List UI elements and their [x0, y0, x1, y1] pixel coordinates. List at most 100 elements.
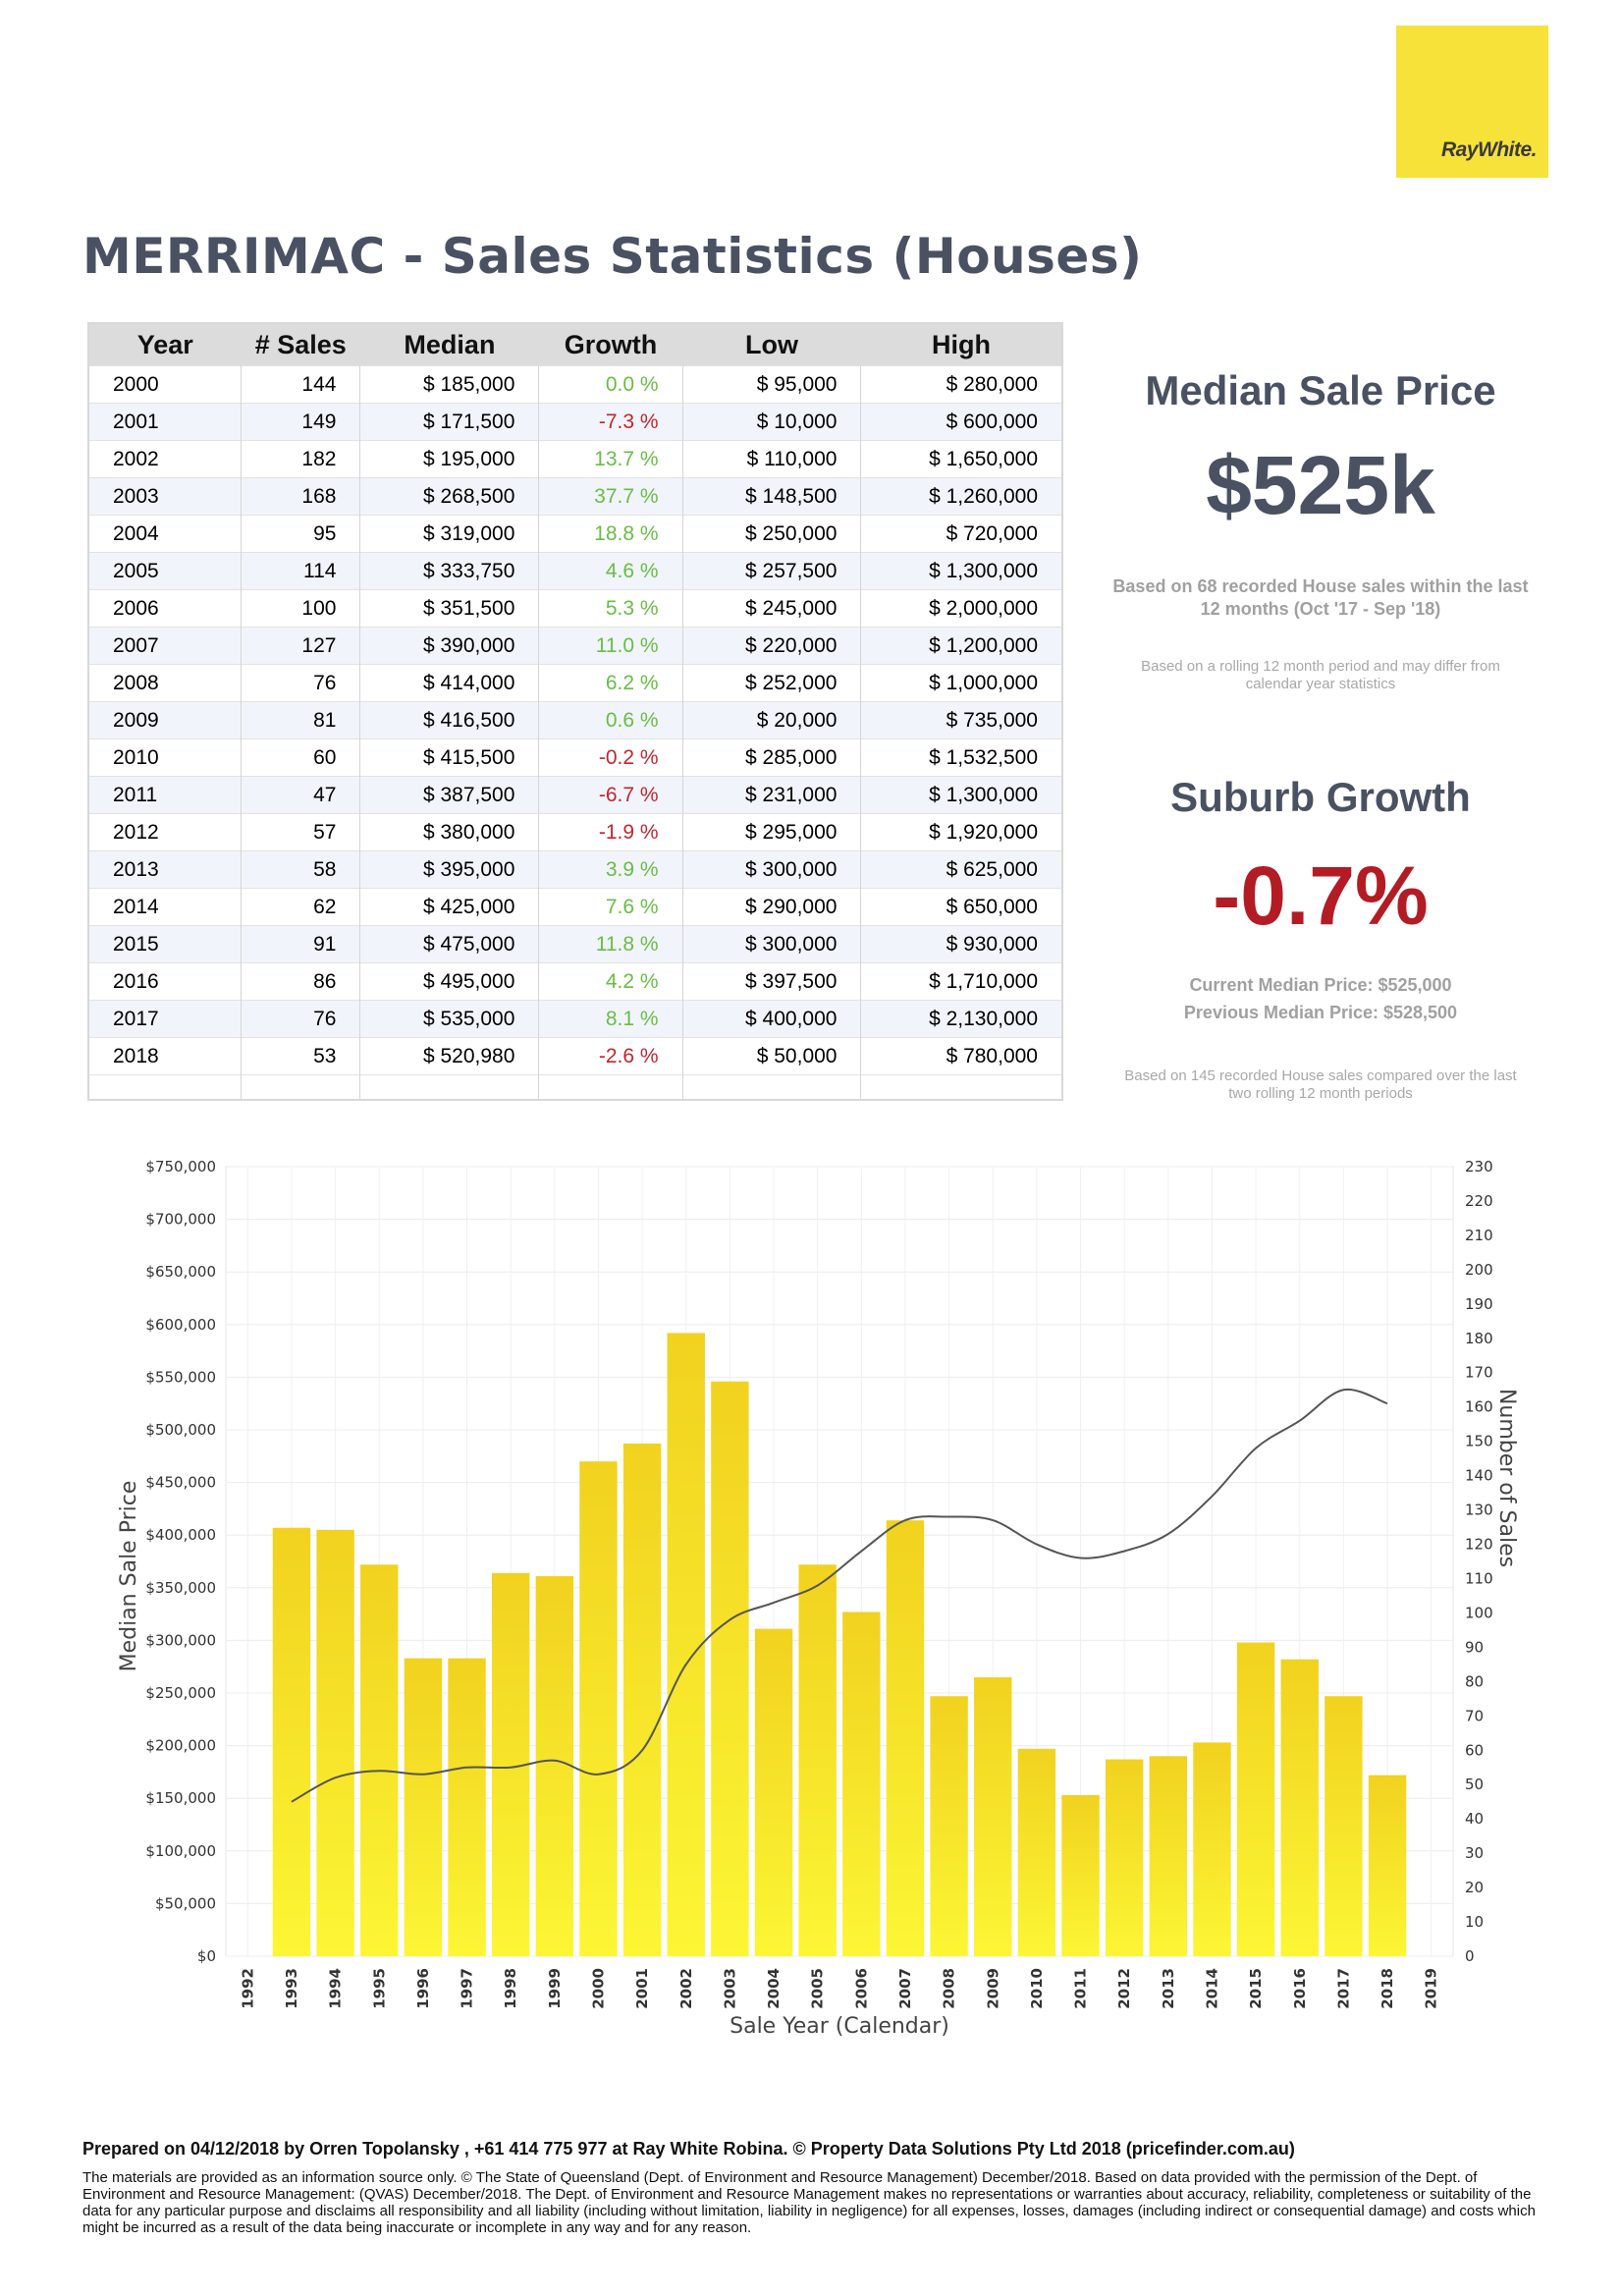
cell-year: 2012 — [88, 813, 242, 851]
cell-growth: 11.8 % — [538, 925, 683, 963]
y2-axis-tick-label: 210 — [1465, 1227, 1493, 1244]
y-axis-tick-label: $200,000 — [145, 1737, 216, 1755]
table-row: 2009 81 $ 416,500 0.6 % $ 20,000 $ 735,000 — [88, 701, 1062, 739]
cell-high: $ 1,532,500 — [860, 738, 1062, 777]
y-axis-tick-label: $400,000 — [145, 1526, 216, 1544]
cell-median: $ 390,000 — [359, 627, 540, 665]
cell-high: $ 280,000 — [860, 365, 1062, 404]
cell-low: $ 20,000 — [682, 701, 862, 739]
y2-axis-tick-label: 140 — [1465, 1467, 1493, 1485]
prepared-by: Prepared on 04/12/2018 by Orren Topolans… — [82, 2139, 1295, 2159]
y2-axis-tick-label: 220 — [1465, 1192, 1493, 1210]
cell-low: $ 300,000 — [682, 925, 862, 963]
table-row: 2017 76 $ 535,000 8.1 % $ 400,000 $ 2,130,000 — [88, 1000, 1062, 1038]
y2-axis-tick-label: 200 — [1465, 1261, 1493, 1279]
cell-low: $ 257,500 — [682, 552, 862, 590]
table-row: 2001 149 $ 171,500 -7.3 % $ 10,000 $ 600,000 — [88, 403, 1062, 441]
cell-sales: 114 — [241, 552, 361, 590]
cell-sales: 60 — [241, 738, 361, 777]
cell-sales: 81 — [241, 701, 361, 739]
cell-year: 2000 — [88, 365, 242, 404]
median-price-bar-1997 — [448, 1658, 486, 1956]
cell-low: $ 250,000 — [682, 515, 862, 553]
x-axis-tick-label: 2007 — [896, 1968, 914, 2009]
sales-statistics-table: Year # Sales Median Growth Low High 2000 144 $ … — [87, 322, 1063, 1101]
x-axis-tick-label: 2015 — [1247, 1968, 1265, 2009]
x-axis-tick-label: 1996 — [414, 1968, 432, 2009]
suburb-growth-heading: Suburb Growth — [1170, 774, 1471, 820]
y-axis-tick-label: $0 — [197, 1947, 216, 1965]
cell-high: $ 930,000 — [860, 925, 1062, 963]
median-sale-price-value: $525k — [1206, 439, 1435, 531]
median-price-bar-2001 — [622, 1443, 662, 1956]
x-axis-tick-label: 2017 — [1334, 1968, 1352, 2009]
cell-median: $ 351,500 — [359, 589, 540, 628]
y2-axis-tick-label: 150 — [1465, 1433, 1493, 1450]
cell-growth: 6.2 % — [538, 664, 683, 702]
y2-axis-tick-label: 50 — [1465, 1776, 1484, 1793]
cell-sales: 57 — [241, 813, 361, 851]
x-axis-tick-label: 2003 — [721, 1968, 738, 2009]
median-price-bar-2005 — [798, 1564, 837, 1956]
cell-high: $ 1,300,000 — [860, 776, 1062, 814]
cell-median: $ 416,500 — [359, 701, 540, 739]
cell-sales: 182 — [241, 440, 361, 478]
median-price-bar-1995 — [360, 1564, 399, 1956]
y2-axis-tick-label: 230 — [1465, 1158, 1493, 1175]
cell-median: $ 520,980 — [359, 1037, 540, 1075]
y-axis-tick-label: $250,000 — [145, 1684, 216, 1702]
table-row: 2004 95 $ 319,000 18.8 % $ 250,000 $ 720,000 — [88, 515, 1062, 553]
cell-year: 2007 — [88, 627, 242, 665]
cell-high: $ 735,000 — [860, 701, 1062, 739]
cell-low: $ 110,000 — [682, 440, 862, 478]
x-axis-tick-label: 1997 — [459, 1968, 476, 2009]
cell-sales: 144 — [241, 365, 361, 404]
cell-year: 2006 — [88, 589, 242, 628]
cell-high: $ 1,260,000 — [860, 477, 1062, 516]
y2-axis-tick-label: 110 — [1465, 1569, 1493, 1587]
median-price-bar-2004 — [754, 1628, 793, 1956]
cell-growth: -7.3 % — [538, 403, 683, 441]
y-axis-tick-label: $550,000 — [145, 1368, 216, 1386]
y2-axis-tick-label: 180 — [1465, 1330, 1493, 1347]
cell-growth: 3.9 % — [538, 850, 683, 889]
cell-low: $ 397,500 — [682, 962, 862, 1001]
x-axis-tick-label: 1998 — [502, 1968, 519, 2009]
cell-growth: 0.6 % — [538, 701, 683, 739]
y-axis-tick-label: $500,000 — [145, 1421, 216, 1439]
cell-year: 2001 — [88, 403, 242, 441]
cell-year: 2008 — [88, 664, 242, 702]
x-axis-tick-label: 2006 — [852, 1968, 870, 2009]
median-price-bar-2010 — [1017, 1748, 1056, 1956]
cell-low: $ 50,000 — [682, 1037, 862, 1075]
cell-median: $ 171,500 — [359, 403, 540, 441]
median-sale-price-heading: Median Sale Price — [1145, 367, 1496, 413]
cell-low: $ 252,000 — [682, 664, 862, 702]
y2-axis-tick-label: 40 — [1465, 1810, 1484, 1828]
y-axis-tick-label: $450,000 — [145, 1474, 216, 1492]
cell-high: $ 625,000 — [860, 850, 1062, 889]
table-blank-row — [88, 1074, 1062, 1100]
cell-high: $ 1,200,000 — [860, 627, 1062, 665]
current-median-price: Current Median Price: $525,000 — [1189, 975, 1452, 995]
cell-low: $ 400,000 — [682, 1000, 862, 1038]
median-price-bar-1994 — [316, 1529, 354, 1956]
median-price-bar-2006 — [842, 1612, 881, 1956]
cell-sales: 168 — [241, 477, 361, 516]
median-price-bar-2009 — [974, 1676, 1012, 1956]
x-axis-tick-label: 2019 — [1423, 1968, 1440, 2009]
median-price-bar-2015 — [1236, 1642, 1275, 1956]
cell-high: $ 1,000,000 — [860, 664, 1062, 702]
y2-axis-tick-label: 160 — [1465, 1398, 1493, 1416]
y-axis-tick-label: $750,000 — [145, 1158, 216, 1175]
cell-sales: 62 — [241, 888, 361, 926]
y-axis-tick-label: $350,000 — [145, 1579, 216, 1597]
cell-high: $ 650,000 — [860, 888, 1062, 926]
logo-text: RayWhite. — [1440, 138, 1538, 161]
y2-axis-tick-label: 70 — [1465, 1707, 1484, 1724]
median-price-bar-1996 — [404, 1658, 443, 1956]
cell-high: $ 1,650,000 — [860, 440, 1062, 478]
x-axis-tick-label: 2002 — [677, 1968, 695, 2009]
cell-low: $ 300,000 — [682, 850, 862, 889]
table-row: 2013 58 $ 395,000 3.9 % $ 300,000 $ 625,000 — [88, 850, 1062, 889]
